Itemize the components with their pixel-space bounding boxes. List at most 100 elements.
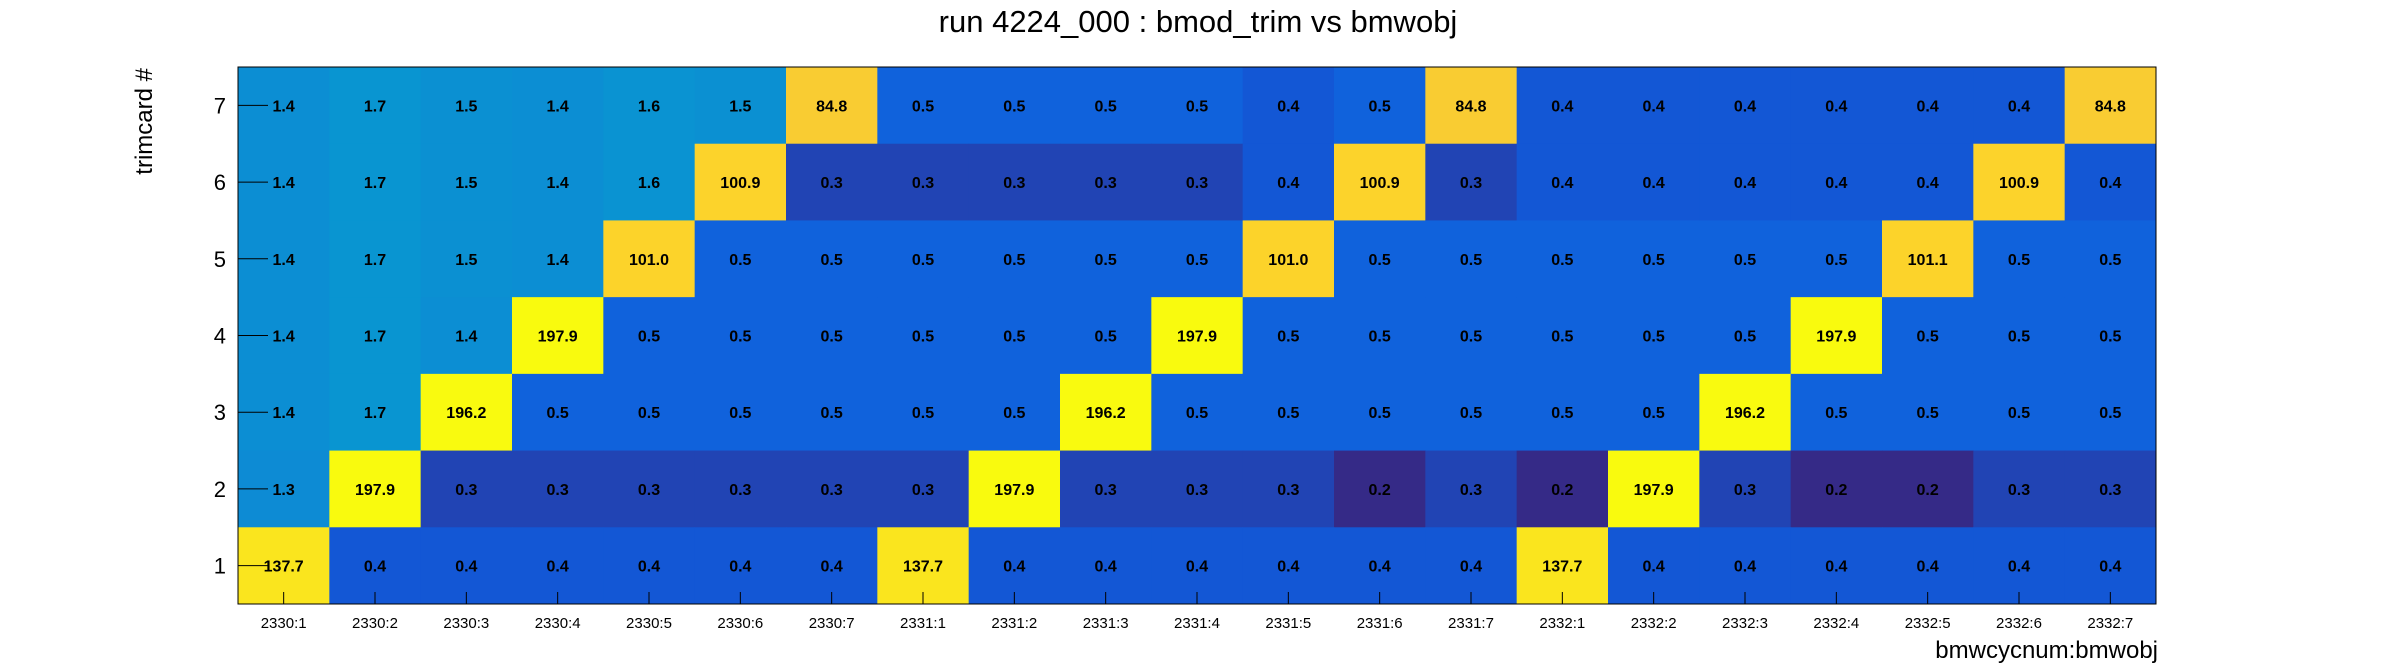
- heatmap-cell: [603, 297, 696, 375]
- heatmap-cell: [1699, 527, 1792, 605]
- cell-label: 0.4: [1825, 175, 1847, 192]
- cell-label: 0.3: [912, 175, 934, 192]
- heatmap-cell: [420, 297, 513, 375]
- heatmap-cell: [512, 297, 604, 375]
- heatmap-cell: [1882, 450, 1974, 528]
- cell-label: 0.5: [1825, 252, 1847, 269]
- heatmap-cell: [1608, 220, 1700, 298]
- cell-label: 0.4: [1369, 559, 1391, 576]
- cell-label: 84.8: [816, 98, 847, 115]
- heatmap-cell: [1699, 373, 1792, 452]
- heatmap-cell: [1790, 297, 1883, 375]
- cell-label: 0.3: [821, 482, 843, 499]
- axes: 7 6 5 4 3 2 1 2330:1 2330:2 2330:3 2330:4 2330:5 233…: [214, 93, 2134, 632]
- cell-label: 0.5: [1186, 405, 1208, 422]
- heatmap-cell: [420, 143, 513, 221]
- heatmap-cell: [786, 220, 878, 298]
- cell-label: 84.8: [2095, 98, 2126, 115]
- heatmap-cell: [694, 297, 787, 375]
- cell-label: 1.4: [273, 329, 295, 346]
- cell-label: 0.4: [1734, 175, 1756, 192]
- heatmap-cell: [420, 67, 513, 145]
- heatmap-cell: [1608, 373, 1700, 452]
- heatmap-cell: [1425, 67, 1518, 145]
- cell-label: 0.3: [547, 482, 569, 499]
- cell-label: 0.3: [729, 482, 751, 499]
- cell-label: 0.4: [1551, 98, 1573, 115]
- heatmap-cell: [2064, 220, 2157, 298]
- heatmap-cell: [1882, 527, 1974, 605]
- y-tick-label: 5: [214, 247, 226, 272]
- cell-label: 0.4: [821, 559, 843, 576]
- x-tick-label: 2331:2: [991, 615, 1037, 632]
- heatmap-cell: [1790, 143, 1883, 221]
- cell-label: 196.2: [1725, 405, 1765, 422]
- heatmap-cell: [1425, 297, 1518, 375]
- cell-label: 0.2: [1551, 482, 1573, 499]
- heatmap-cell: [694, 67, 787, 145]
- cell-label: 0.4: [1277, 175, 1299, 192]
- heatmap-cell: [329, 373, 422, 452]
- heatmap-cell: [1334, 67, 1426, 145]
- cell-label: 1.7: [364, 405, 386, 422]
- cell-label: 101.0: [1268, 252, 1308, 269]
- cell-label: 0.4: [1643, 559, 1665, 576]
- heatmap-cell: [1151, 373, 1244, 452]
- heatmap-cell: [1151, 527, 1244, 605]
- heatmap-cell: [1151, 143, 1244, 221]
- cell-label: 0.4: [1825, 98, 1847, 115]
- cell-label: 0.5: [2099, 405, 2121, 422]
- cell-label: 0.5: [1460, 405, 1482, 422]
- heatmap-cell: [1151, 67, 1244, 145]
- heatmap-cell: [512, 67, 604, 145]
- heatmap-cell: [2064, 527, 2157, 605]
- heatmap-cell: [1334, 143, 1426, 221]
- cell-label: 1.3: [273, 482, 295, 499]
- heatmap-cell: [877, 450, 970, 528]
- x-tick-label: 2332:1: [1539, 615, 1585, 632]
- cell-label: 0.5: [1734, 252, 1756, 269]
- cell-label: 0.4: [1186, 559, 1208, 576]
- cell-label: 196.2: [1086, 405, 1126, 422]
- heatmap-cell: [329, 220, 422, 298]
- heatmap-cell: [1973, 527, 2066, 605]
- cell-label: 0.4: [1003, 559, 1025, 576]
- cell-label: 1.6: [638, 98, 660, 115]
- cell-label: 0.4: [1917, 175, 1939, 192]
- cell-label: 196.2: [446, 405, 486, 422]
- cell-label: 0.5: [1643, 252, 1665, 269]
- cell-label: 1.4: [547, 175, 569, 192]
- heatmap-cell: [1973, 143, 2066, 221]
- cell-label: 0.2: [1369, 482, 1391, 499]
- heatmap-cell: [1973, 297, 2066, 375]
- cell-label: 0.4: [1917, 559, 1939, 576]
- heatmap-cell: [694, 527, 787, 605]
- y-tick-label: 6: [214, 170, 226, 195]
- cell-label: 1.7: [364, 252, 386, 269]
- heatmap-cell: [1790, 373, 1883, 452]
- cell-label: 0.4: [1734, 98, 1756, 115]
- heatmap-cell: [1699, 143, 1792, 221]
- heatmap-cell: [1973, 450, 2066, 528]
- heatmap-cell: [1334, 220, 1426, 298]
- cell-label: 0.5: [821, 329, 843, 346]
- cell-label: 197.9: [1816, 329, 1856, 346]
- heatmap-cell: [786, 67, 878, 145]
- cell-label: 0.4: [638, 559, 660, 576]
- cell-label: 0.4: [547, 559, 569, 576]
- heatmap-cell: [420, 220, 513, 298]
- cell-label: 1.5: [729, 98, 751, 115]
- x-axis-title: bmwcycnum:bmwobj: [1935, 637, 2158, 664]
- heatmap-cell: [1699, 297, 1792, 375]
- cell-label: 1.4: [273, 252, 295, 269]
- heatmap-cell: [1151, 220, 1244, 298]
- cell-label: 0.4: [1277, 559, 1299, 576]
- cell-label: 0.3: [1734, 482, 1756, 499]
- cell-label: 0.5: [1003, 252, 1025, 269]
- heatmap-cell: [2064, 373, 2157, 452]
- heatmap-cell: [603, 67, 696, 145]
- cell-label: 0.5: [547, 405, 569, 422]
- heatmap-cell: [329, 67, 422, 145]
- cell-label: 0.3: [2008, 482, 2030, 499]
- cell-label: 100.9: [1360, 175, 1400, 192]
